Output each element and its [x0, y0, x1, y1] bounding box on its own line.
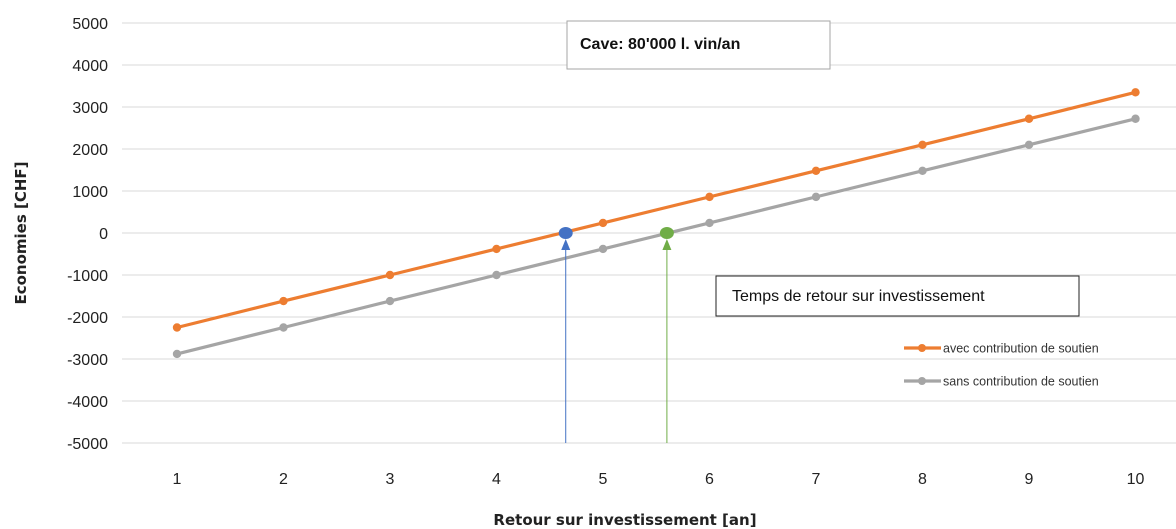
legend: avec contribution de soutien sans contrib… [904, 342, 1099, 389]
data-point [705, 192, 714, 202]
data-point [172, 349, 182, 359]
data-point [1024, 140, 1034, 149]
data-point [279, 323, 288, 332]
x-tick-label: 9 [1025, 471, 1034, 488]
data-point [1024, 114, 1034, 123]
data-point [598, 218, 608, 228]
y-tick-label: -4000 [67, 394, 108, 411]
break-even-point [659, 227, 674, 239]
note-annotation-text: Temps de retour sur investissement [732, 288, 985, 305]
x-axis-title: Retour sur investissement [an] [493, 511, 756, 529]
x-tick-label: 10 [1127, 471, 1145, 488]
data-point [918, 166, 927, 176]
legend-label: avec contribution de soutien [943, 342, 1099, 356]
x-tick-label: 7 [812, 471, 821, 488]
data-point [172, 323, 182, 332]
y-tick-label: -2000 [67, 310, 108, 327]
break-even-point [558, 227, 573, 239]
x-tick-label: 6 [705, 471, 714, 488]
series-line [176, 90, 1136, 330]
y-tick-label: 4000 [72, 58, 108, 75]
arrow-head [561, 239, 571, 250]
x-tick-label: 5 [599, 471, 608, 488]
data-point [811, 192, 821, 202]
data-point [705, 218, 714, 228]
data-point [492, 270, 501, 280]
gridlines [122, 22, 1176, 444]
data-point [598, 244, 608, 254]
x-axis-ticks: 1 2 3 4 5 6 7 8 9 10 [173, 471, 1145, 488]
y-tick-label: 0 [99, 226, 108, 243]
data-point [811, 166, 821, 176]
y-tick-label: 1000 [72, 184, 108, 201]
x-tick-label: 3 [386, 471, 395, 488]
title-annotation-text: Cave: 80'000 l. vin/an [580, 36, 740, 53]
data-point [1131, 88, 1140, 97]
legend-marker [918, 377, 926, 385]
y-tick-label: 3000 [72, 100, 108, 117]
data-point [918, 140, 927, 149]
y-tick-label: 5000 [72, 16, 108, 33]
break-even-markers [558, 227, 674, 443]
x-tick-label: 4 [492, 471, 501, 488]
x-tick-label: 1 [173, 471, 182, 488]
y-tick-label: -5000 [67, 436, 108, 453]
y-tick-label: -3000 [67, 352, 108, 369]
note-annotation-box: Temps de retour sur investissement [715, 275, 1080, 317]
title-annotation-box: Cave: 80'000 l. vin/an [566, 20, 831, 70]
data-point [1131, 114, 1140, 123]
x-tick-label: 8 [918, 471, 927, 488]
y-axis-title: Economies [CHF] [12, 161, 30, 304]
arrow-head [662, 239, 672, 250]
y-tick-label: -1000 [67, 268, 108, 285]
data-point [492, 244, 501, 254]
legend-marker [918, 344, 926, 352]
data-point [385, 296, 395, 306]
y-axis-ticks: 5000 4000 3000 2000 1000 0 -1000 -2000 -3000 -400… [67, 16, 108, 453]
y-tick-label: 2000 [72, 142, 108, 159]
x-tick-label: 2 [279, 471, 288, 488]
data-point [385, 270, 395, 280]
series-line [176, 117, 1136, 356]
legend-label: sans contribution de soutien [943, 375, 1099, 389]
data-point [279, 296, 288, 306]
series-group [172, 88, 1140, 359]
